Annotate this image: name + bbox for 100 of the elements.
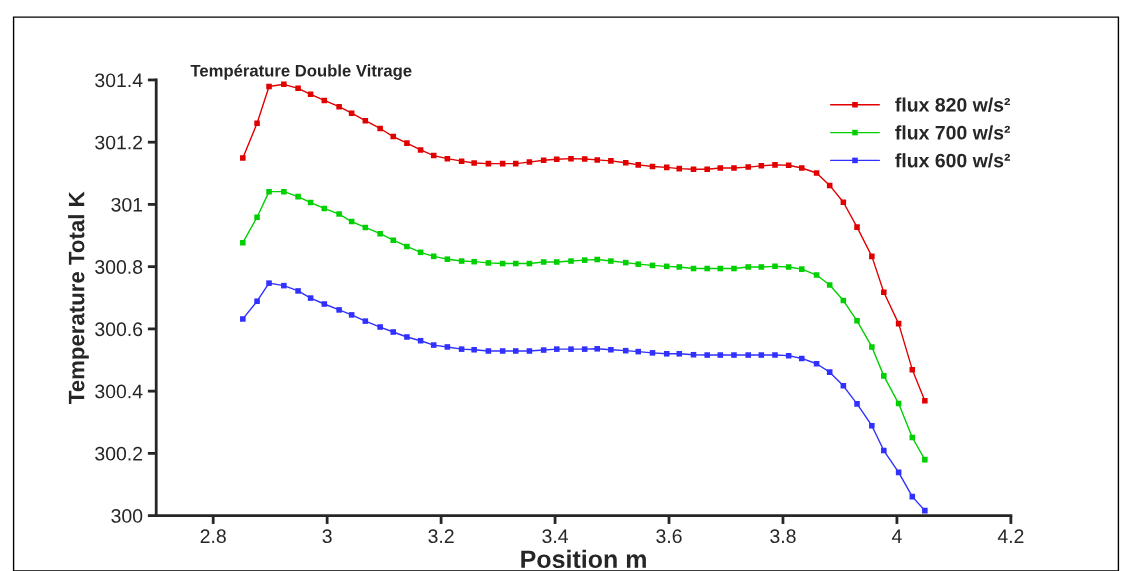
point [444, 344, 451, 350]
point [772, 263, 778, 270]
point [471, 346, 477, 353]
point [336, 211, 342, 217]
point [526, 348, 533, 354]
point [295, 85, 301, 92]
point [869, 253, 875, 260]
point [266, 83, 272, 90]
point [608, 346, 614, 353]
point [240, 316, 246, 322]
point [731, 352, 737, 358]
point [390, 329, 397, 335]
point [540, 347, 547, 353]
point [704, 166, 710, 173]
point [840, 383, 847, 389]
point [281, 282, 287, 289]
point [594, 157, 600, 163]
x-tick-label: 3.8 [770, 529, 796, 544]
point [704, 352, 710, 358]
point [417, 147, 424, 153]
point [635, 162, 642, 168]
point [854, 401, 860, 407]
point [348, 110, 355, 117]
point [922, 507, 928, 514]
point [663, 351, 670, 357]
point [676, 264, 683, 270]
point [772, 162, 778, 168]
point [813, 170, 820, 176]
point [526, 159, 533, 165]
point [295, 193, 301, 200]
point [336, 103, 342, 110]
point [785, 264, 792, 270]
point [581, 156, 588, 162]
point [377, 324, 383, 330]
point [881, 373, 887, 379]
legend-label: flux 820 w/s² [895, 97, 1011, 112]
point [377, 230, 383, 237]
point [745, 164, 751, 170]
x-tick-label: 4.2 [997, 529, 1024, 543]
point [798, 355, 805, 362]
point [404, 243, 410, 250]
y-tick-label: 301.4 [95, 73, 143, 88]
point [540, 259, 547, 265]
point [458, 346, 465, 352]
x-tick-label: 3.6 [656, 529, 682, 544]
point [717, 165, 724, 171]
x-tick-label: 2.8 [200, 529, 226, 544]
point [254, 298, 260, 304]
point [785, 162, 792, 168]
point [499, 348, 506, 354]
point [553, 259, 560, 265]
point [444, 256, 451, 262]
point [758, 352, 765, 358]
point [377, 125, 383, 132]
point [430, 342, 437, 348]
point [568, 155, 574, 162]
point [690, 351, 697, 358]
point [348, 312, 355, 318]
y-tick-label: 300.4 [95, 384, 143, 399]
point [540, 157, 547, 164]
point [568, 346, 574, 352]
point [281, 81, 287, 88]
point [608, 258, 614, 264]
point [390, 133, 397, 140]
point [471, 160, 477, 166]
point [854, 224, 860, 230]
point [568, 258, 574, 264]
x-tick-label: 3.2 [428, 529, 454, 544]
point [798, 266, 805, 272]
point [512, 348, 519, 354]
point [869, 422, 875, 429]
point [512, 260, 519, 267]
point [594, 346, 600, 352]
point [362, 318, 369, 324]
x-tick-label: 4 [891, 529, 902, 543]
point [458, 258, 465, 264]
point [553, 346, 560, 352]
point [512, 160, 519, 167]
point [745, 264, 751, 270]
y-axis-title: Temperature Total K [68, 191, 89, 404]
point [922, 398, 928, 404]
point [826, 282, 833, 288]
point [404, 140, 410, 146]
point [266, 188, 272, 195]
y-tick-label: 300.6 [95, 322, 143, 337]
point [690, 166, 697, 173]
point [608, 158, 614, 164]
y-tick-label: 301 [111, 197, 143, 212]
x-tick-label: 3 [322, 529, 332, 544]
point [635, 261, 642, 267]
x-axis-title: Position m [521, 549, 646, 569]
point [826, 369, 833, 375]
point [663, 164, 670, 171]
point [813, 360, 820, 367]
point [758, 264, 765, 270]
point [704, 265, 710, 272]
point [471, 258, 477, 265]
point [717, 352, 724, 358]
point [745, 352, 751, 358]
point [254, 120, 260, 126]
